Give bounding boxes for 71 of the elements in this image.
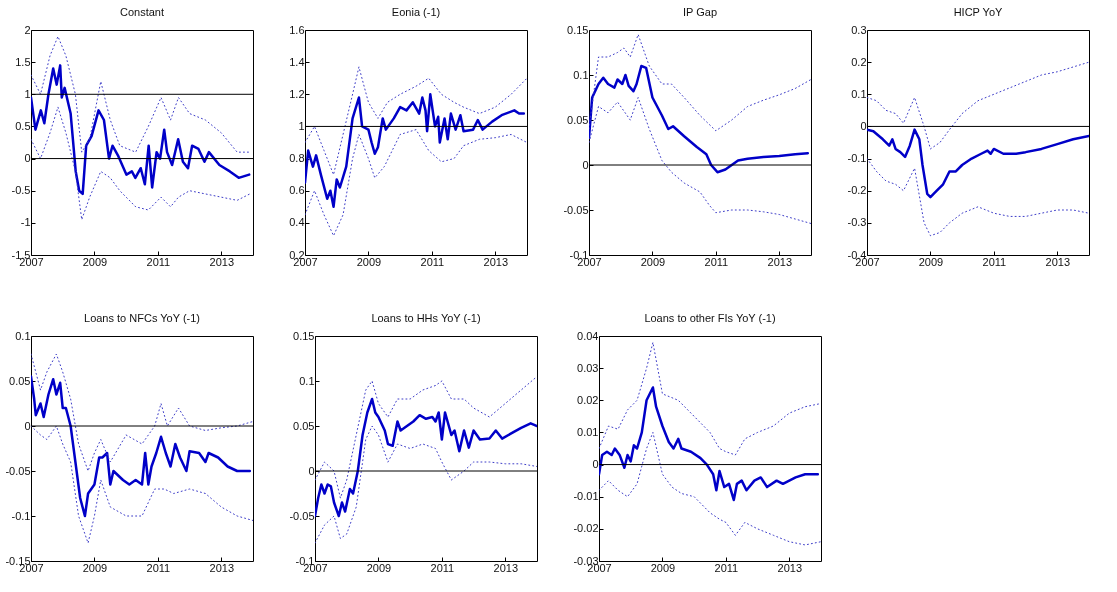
x-tick-label: 2011 [146, 255, 171, 268]
y-tick-label: 0.05 [9, 374, 31, 387]
x-tick-label: 2011 [420, 255, 445, 268]
chart-title: HICP YoY [953, 6, 1004, 18]
x-tick-label: 2009 [82, 255, 108, 268]
y-tick-label: 0.03 [577, 361, 599, 374]
x-tick-label: 2013 [493, 561, 519, 574]
y-tick-label: 0 [24, 419, 31, 432]
y-tick-label: 0.01 [577, 425, 599, 438]
y-tick-label: -0.1 [11, 509, 31, 522]
y-tick-label: 0.04 [577, 329, 599, 342]
y-tick-label: 2 [24, 23, 31, 36]
y-tick-label: 0 [860, 119, 867, 132]
x-tick-label: 2009 [356, 255, 382, 268]
x-tick-label: 2013 [767, 255, 793, 268]
y-tick-label: 1.2 [289, 87, 305, 100]
y-tick-label: 0.05 [567, 113, 589, 126]
x-tick-label: 2013 [209, 255, 235, 268]
y-tick-label: -0.3 [847, 216, 867, 229]
y-tick-label: -0.5 [11, 184, 31, 197]
y-tick-label: 1.5 [15, 55, 31, 68]
y-tick-label: -0.05 [5, 464, 31, 477]
y-tick-label: -0.02 [573, 522, 599, 535]
x-tick-label: 2011 [982, 255, 1007, 268]
x-tick-label: 2009 [650, 561, 676, 574]
y-tick-label: 0.15 [293, 329, 315, 342]
y-tick-label: -1 [20, 216, 31, 229]
y-tick-label: 1.6 [289, 23, 305, 36]
x-tick-label: 2011 [430, 561, 455, 574]
chart-title: Loans to HHs YoY (-1) [371, 312, 481, 324]
y-tick-label: 0.02 [577, 393, 599, 406]
y-tick-label: -0.05 [563, 203, 589, 216]
y-tick-label: -0.05 [289, 509, 315, 522]
y-tick-label: 0 [592, 458, 599, 471]
y-tick-label: 0.1 [299, 374, 315, 387]
y-tick-label: 0 [24, 152, 31, 165]
y-tick-label: 0 [308, 464, 315, 477]
y-tick-label: 0.15 [567, 23, 589, 36]
y-tick-label: 0.8 [289, 152, 305, 165]
x-tick-label: 2009 [366, 561, 392, 574]
y-tick-label: 0.5 [15, 119, 31, 132]
y-tick-label: -0.01 [573, 490, 599, 503]
x-tick-label: 2013 [209, 561, 235, 574]
y-tick-label: 1.4 [289, 55, 305, 68]
y-tick-label: 1 [298, 119, 305, 132]
x-tick-label: 2013 [777, 561, 803, 574]
x-tick-label: 2009 [640, 255, 666, 268]
y-tick-label: 0 [582, 158, 589, 171]
chart-title: Loans to NFCs YoY (-1) [84, 312, 200, 324]
y-tick-label: -0.1 [847, 152, 867, 165]
y-tick-label: 0.1 [851, 87, 867, 100]
y-tick-label: 0.1 [15, 329, 31, 342]
chart-title: Constant [119, 6, 165, 18]
x-tick-label: 2009 [918, 255, 944, 268]
y-tick-label: 1 [24, 87, 31, 100]
x-tick-label: 2009 [82, 561, 108, 574]
x-tick-label: 2013 [1045, 255, 1071, 268]
y-tick-label: 0.6 [289, 184, 305, 197]
y-tick-label: 0.05 [293, 419, 315, 432]
y-tick-label: 0.2 [851, 55, 867, 68]
y-tick-label: -0.2 [847, 184, 867, 197]
x-tick-label: 2013 [483, 255, 509, 268]
chart-title: IP Gap [682, 6, 718, 18]
x-tick-label: 2011 [704, 255, 729, 268]
x-tick-label: 2011 [146, 561, 171, 574]
x-tick-label: 2011 [714, 561, 739, 574]
chart-title: Loans to other FIs YoY (-1) [644, 312, 776, 324]
chart-title: Eonia (-1) [391, 6, 441, 18]
y-tick-label: 0.1 [573, 68, 589, 81]
y-tick-label: 0.4 [289, 216, 305, 229]
y-tick-label: 0.3 [851, 23, 867, 36]
